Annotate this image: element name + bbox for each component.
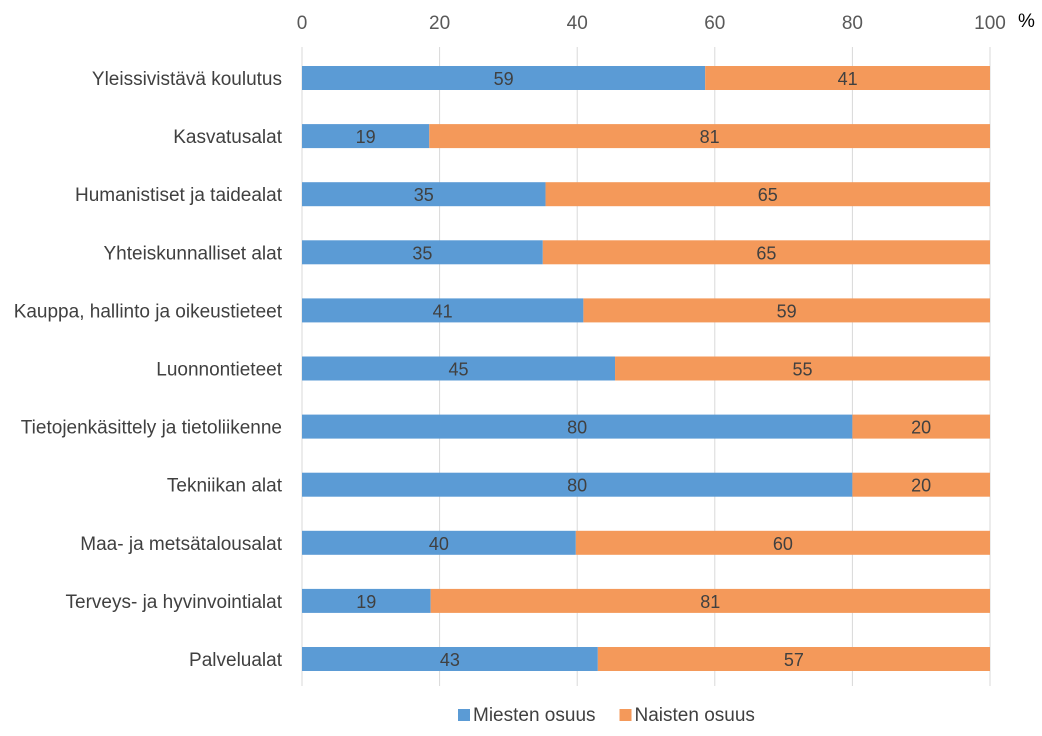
bar-value-label: 59 bbox=[777, 301, 797, 321]
bar-value-label: 65 bbox=[758, 185, 778, 205]
category-labels: Yleissivistävä koulutus Kasvatusalat Human… bbox=[14, 69, 283, 671]
bar-value-label: 41 bbox=[838, 69, 858, 89]
bar-value-label: 57 bbox=[784, 650, 804, 670]
bar-value-label: 35 bbox=[414, 185, 434, 205]
bar-segment bbox=[575, 530, 990, 555]
x-tick-label: 80 bbox=[842, 13, 863, 34]
bar-segment bbox=[302, 124, 430, 149]
category-label: Maa- ja metsätalousalat bbox=[80, 534, 282, 555]
bar-value-label: 45 bbox=[449, 360, 469, 380]
x-axis-unit-label: % bbox=[1018, 11, 1035, 32]
x-tick-label: 0 bbox=[297, 13, 308, 34]
bar-value-label: 41 bbox=[433, 301, 453, 321]
bar-segment bbox=[302, 66, 706, 90]
bar-segment bbox=[302, 530, 576, 555]
bar-segment bbox=[430, 588, 990, 613]
bar-value-label: 55 bbox=[793, 360, 813, 380]
bar-value-label: 40 bbox=[429, 534, 449, 554]
bar-segment bbox=[302, 472, 853, 497]
category-label: Tekniikan alat bbox=[167, 476, 283, 497]
bar-segment bbox=[542, 240, 990, 265]
bar-segment bbox=[302, 240, 543, 265]
category-label: Kasvatusalat bbox=[173, 127, 283, 148]
bar-value-label: 81 bbox=[700, 592, 720, 612]
x-tick-label: 100 bbox=[974, 13, 1006, 34]
category-label: Yhteiskunnalliset alat bbox=[104, 243, 283, 264]
bar-data-labels: 59 41 19 81 35 65 35 65 41 59 45 55 80 20 80 20 40 60 19 81… bbox=[356, 69, 932, 670]
bar-segment bbox=[852, 472, 990, 497]
bar-value-label: 19 bbox=[356, 592, 376, 612]
bar-segment bbox=[302, 588, 431, 613]
bar-value-label: 65 bbox=[756, 243, 776, 263]
category-label: Luonnontieteet bbox=[156, 360, 282, 381]
bar-value-label: 43 bbox=[440, 650, 460, 670]
bar-segment bbox=[545, 182, 990, 207]
category-label: Humanistiset ja taidealat bbox=[75, 185, 283, 206]
legend-label: Miesten osuus bbox=[473, 705, 596, 726]
bar-value-label: 80 bbox=[567, 418, 587, 438]
bar-value-label: 80 bbox=[567, 476, 587, 496]
bar-value-label: 59 bbox=[494, 69, 514, 89]
category-label: Tietojenkäsittely ja tietoliikenne bbox=[21, 418, 282, 439]
legend-label: Naisten osuus bbox=[635, 705, 755, 726]
bar-segment bbox=[429, 124, 990, 149]
bar-value-label: 19 bbox=[356, 127, 376, 147]
bar-segment bbox=[302, 647, 598, 671]
bar-value-label: 60 bbox=[773, 534, 793, 554]
bar-value-label: 20 bbox=[911, 418, 931, 438]
bar-segment bbox=[302, 414, 853, 439]
category-label: Kauppa, hallinto ja oikeustieteet bbox=[14, 301, 283, 322]
bars bbox=[302, 66, 990, 671]
bar-segment bbox=[852, 414, 990, 439]
legend: Miesten osuus Naisten osuus bbox=[458, 705, 755, 726]
category-label: Terveys- ja hyvinvointialat bbox=[66, 592, 283, 613]
bar-segment bbox=[302, 182, 546, 207]
bar-segment bbox=[302, 298, 584, 323]
bar-segment bbox=[705, 66, 990, 90]
bar-segment bbox=[302, 356, 616, 381]
x-tick-label: 60 bbox=[704, 13, 725, 34]
bar-value-label: 20 bbox=[911, 476, 931, 496]
x-tick-label: 40 bbox=[567, 13, 588, 34]
category-label: Palvelualat bbox=[189, 650, 283, 671]
bar-value-label: 35 bbox=[412, 243, 432, 263]
x-axis-ticks: 0 20 40 60 80 100 bbox=[297, 13, 1006, 34]
bar-segment bbox=[615, 356, 990, 381]
x-tick-label: 20 bbox=[429, 13, 450, 34]
category-label: Yleissivistävä koulutus bbox=[92, 69, 282, 90]
legend-swatch bbox=[619, 709, 632, 721]
legend-swatch bbox=[458, 709, 470, 721]
bar-segment bbox=[583, 298, 990, 323]
bar-segment bbox=[597, 647, 990, 671]
bar-value-label: 81 bbox=[700, 127, 720, 147]
